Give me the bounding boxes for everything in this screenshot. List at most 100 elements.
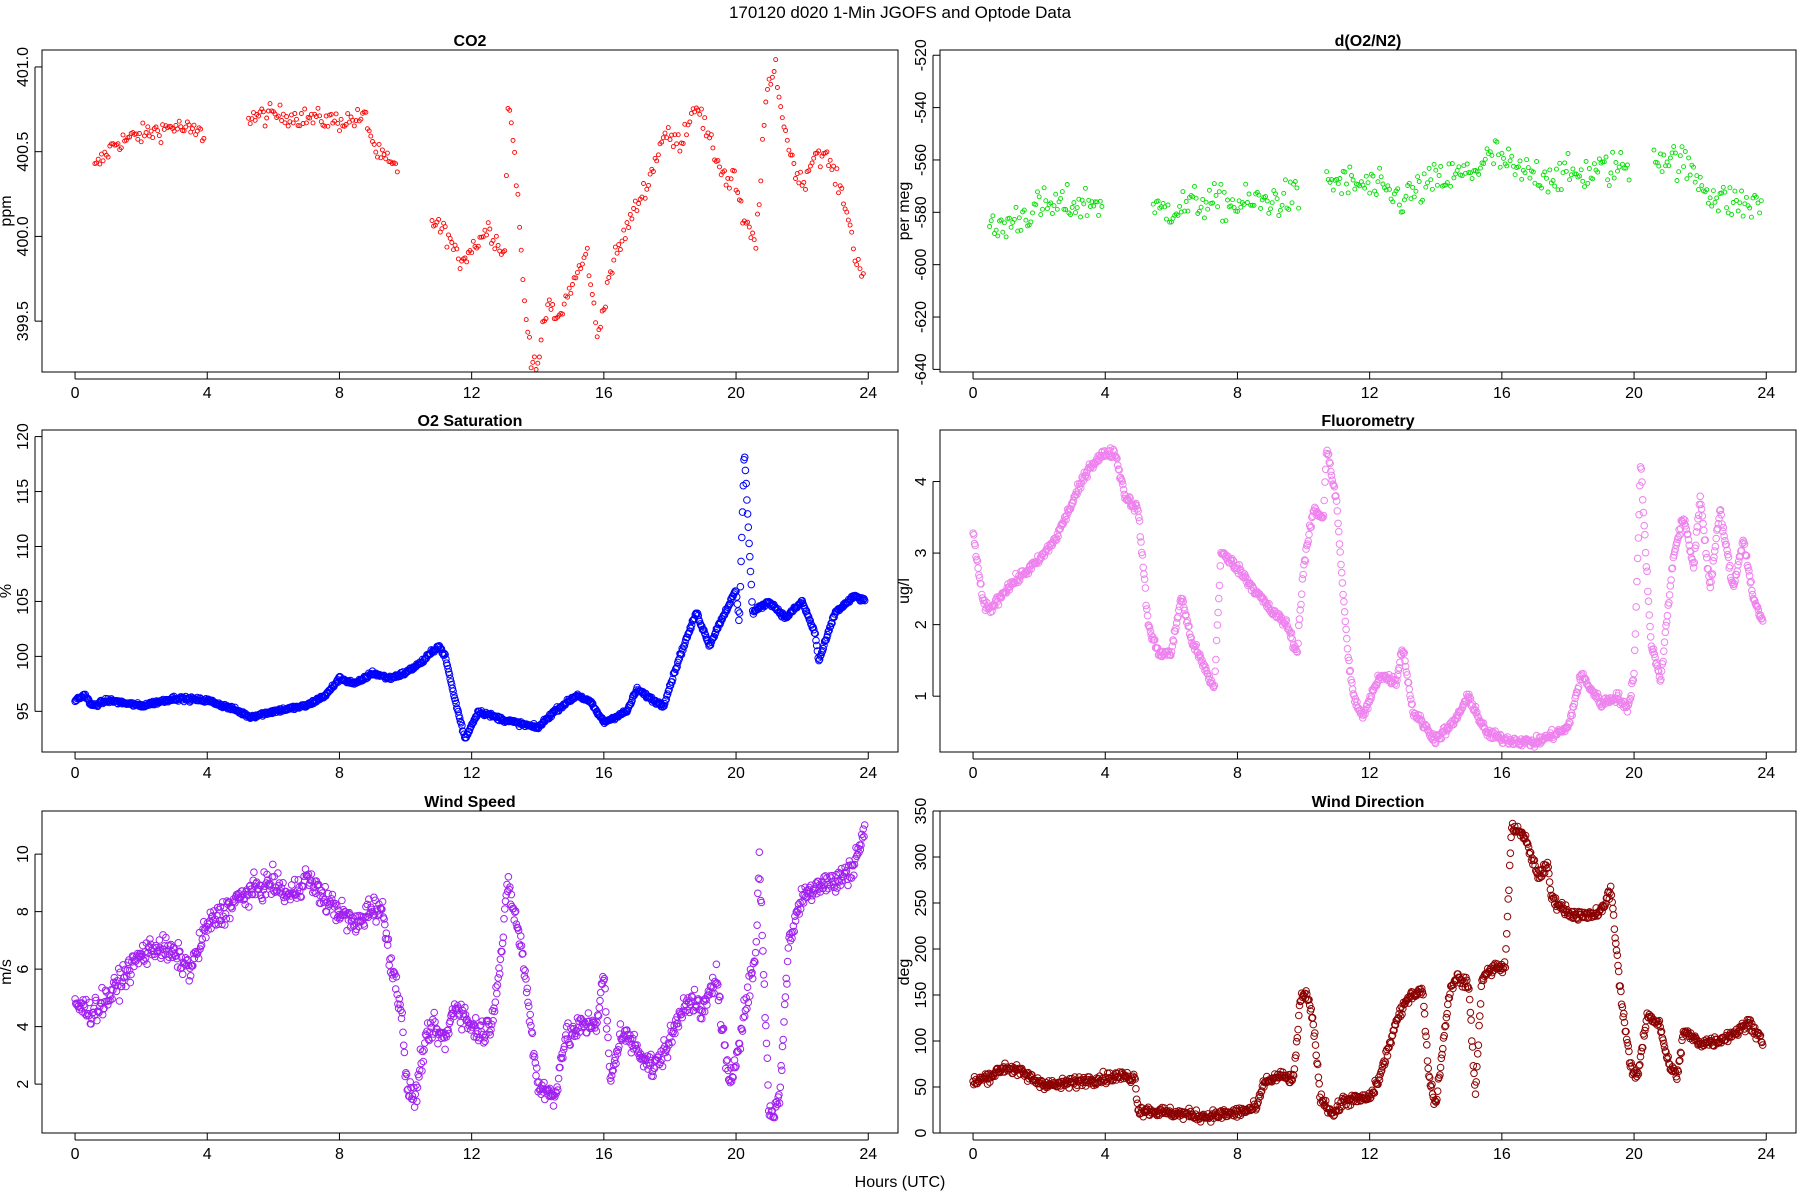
data-point: [1699, 519, 1707, 528]
data-point: [1344, 653, 1352, 662]
data-point: [1411, 194, 1417, 200]
data-point: [520, 277, 526, 283]
data-point: [1669, 150, 1675, 156]
data-point: [1299, 570, 1307, 579]
data-point: [1138, 551, 1147, 559]
data-point: [95, 156, 101, 162]
data-point: [1692, 179, 1698, 185]
data-point: [1065, 506, 1073, 514]
data-point: [1555, 187, 1561, 193]
data-point: [1730, 200, 1736, 205]
series-o2n2: [987, 138, 1764, 240]
data-point: [176, 118, 182, 124]
data-point: [1482, 156, 1488, 162]
data-point: [743, 510, 752, 518]
data-point: [1726, 561, 1734, 570]
data-point: [1396, 658, 1404, 667]
data-point: [677, 148, 683, 154]
data-point: [1163, 216, 1169, 222]
series-o2sat: [71, 453, 869, 742]
data-point: [1336, 548, 1344, 556]
data-point: [1263, 194, 1268, 200]
data-point: [644, 186, 650, 192]
data-point: [1225, 197, 1230, 203]
data-point: [485, 220, 491, 226]
data-point: [758, 178, 764, 184]
data-point: [700, 125, 706, 131]
data-point: [1325, 458, 1334, 467]
data-point: [126, 978, 135, 987]
data-point: [1591, 161, 1597, 167]
data-point: [1062, 515, 1070, 524]
data-point: [616, 1020, 625, 1028]
data-point: [1215, 594, 1223, 603]
data-point: [1337, 568, 1346, 577]
data-point: [523, 984, 532, 993]
data-point: [455, 714, 464, 723]
data-point: [763, 1054, 772, 1062]
data-point: [358, 116, 364, 122]
data-point: [765, 86, 770, 92]
data-point: [1289, 640, 1298, 649]
data-point: [586, 273, 592, 279]
data-point: [1613, 159, 1619, 165]
data-point: [1192, 183, 1197, 189]
panel-title: d(O2/N2): [1335, 33, 1402, 50]
data-point: [1499, 150, 1505, 156]
data-point: [138, 139, 144, 145]
data-point: [1383, 187, 1389, 193]
data-point: [351, 123, 357, 129]
data-point: [148, 128, 154, 134]
data-point: [560, 311, 565, 317]
data-point: [1563, 168, 1569, 174]
x-tick-label: 8: [1233, 765, 1242, 782]
data-point: [1341, 617, 1350, 626]
data-point: [974, 564, 982, 572]
data-point: [1550, 178, 1556, 184]
data-point: [669, 132, 675, 138]
data-point: [105, 154, 111, 160]
data-point: [1755, 200, 1761, 206]
data-point: [1603, 154, 1609, 160]
data-point: [596, 988, 605, 997]
data-point: [1132, 1085, 1140, 1093]
data-point: [850, 246, 856, 252]
y-tick-label: 95: [15, 702, 32, 720]
data-point: [1097, 198, 1103, 204]
data-point: [746, 224, 752, 230]
data-point: [198, 126, 204, 132]
data-point: [617, 247, 623, 252]
data-point: [733, 600, 742, 608]
data-point: [1620, 161, 1625, 167]
data-point: [1005, 586, 1014, 594]
data-point: [1633, 554, 1642, 563]
data-point: [1198, 204, 1204, 210]
data-point: [565, 294, 570, 300]
data-point: [1631, 630, 1640, 638]
data-point: [660, 135, 666, 141]
data-point: [1525, 165, 1531, 171]
data-point: [379, 147, 385, 153]
data-point: [1286, 206, 1292, 212]
data-point: [1370, 173, 1376, 179]
data-point: [570, 282, 575, 287]
data-point: [545, 302, 551, 308]
y-tick-label: 2: [913, 620, 930, 629]
data-point: [158, 140, 164, 146]
data-point: [1423, 1057, 1432, 1065]
data-point: [860, 821, 869, 829]
data-point: [1114, 465, 1123, 474]
data-point: [1328, 476, 1336, 485]
data-point: [1704, 187, 1710, 193]
data-point: [1661, 628, 1670, 637]
data-point: [1681, 164, 1687, 170]
data-point: [1113, 461, 1122, 470]
data-point: [741, 1006, 750, 1015]
data-point: [993, 227, 999, 233]
data-point: [122, 982, 130, 991]
x-tick-label: 4: [1101, 385, 1110, 402]
data-point: [1323, 446, 1331, 455]
data-point: [1319, 511, 1328, 520]
data-point: [1359, 711, 1368, 719]
data-point: [1712, 534, 1720, 543]
